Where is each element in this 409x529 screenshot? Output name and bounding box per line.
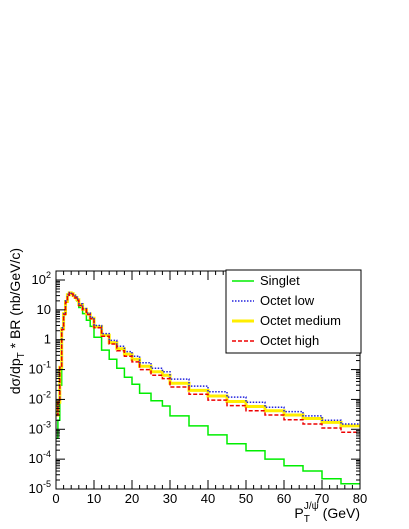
labels-layer: 0 10 20 30 40 50 60 70 80 102 10 1 10-1 10-2 10-3 10-4 1… — [29, 270, 368, 506]
x-axis-title-suffix: (GeV) — [319, 505, 360, 521]
y-tick-label: 10-1 — [29, 360, 51, 377]
y-tick-label: 1 — [44, 332, 51, 347]
x-tick-label: 20 — [125, 491, 139, 506]
y-tick-label: 10-4 — [29, 449, 51, 466]
y-tick-label: 102 — [32, 270, 51, 287]
series-layer — [56, 291, 360, 485]
y-axis-title-post: * BR (nb/GeV/c) — [7, 248, 23, 352]
y-tick-label: 10-5 — [29, 479, 51, 496]
legend-label: Octet high — [260, 333, 319, 348]
x-axis-title: PT J/ψ (GeV) — [294, 501, 360, 525]
y-tick-label: 10 — [37, 302, 51, 317]
y-axis-title: dσ/dpT * BR (nb/GeV/c) — [7, 248, 27, 394]
x-tick-label: 0 — [52, 491, 59, 506]
y-tick-label: 10-2 — [29, 389, 51, 406]
series-line-octet-high — [56, 292, 360, 433]
x-tick-label: 80 — [353, 491, 367, 506]
x-tick-label: 70 — [315, 491, 329, 506]
legend-label: Octet medium — [260, 313, 341, 328]
x-tick-label: 50 — [239, 491, 253, 506]
legend-label: Octet low — [260, 293, 315, 308]
y-axis-title-sub: T — [16, 352, 27, 358]
x-tick-label: 10 — [87, 491, 101, 506]
legend: Singlet Octet low Octet medium Octet high — [225, 269, 362, 354]
legend-frame — [225, 269, 362, 354]
x-axis-title-sup: J/ψ — [304, 501, 319, 512]
y-tick-label: 10-3 — [29, 419, 51, 436]
legend-label: Singlet — [260, 273, 300, 288]
x-axis-title-sub: T — [304, 514, 310, 525]
x-tick-label: 60 — [277, 491, 291, 506]
y-axis-title-pre: dσ/dp — [7, 358, 23, 394]
x-axis-title-base: P — [294, 505, 303, 521]
x-tick-label: 40 — [201, 491, 215, 506]
x-tick-label: 30 — [163, 491, 177, 506]
